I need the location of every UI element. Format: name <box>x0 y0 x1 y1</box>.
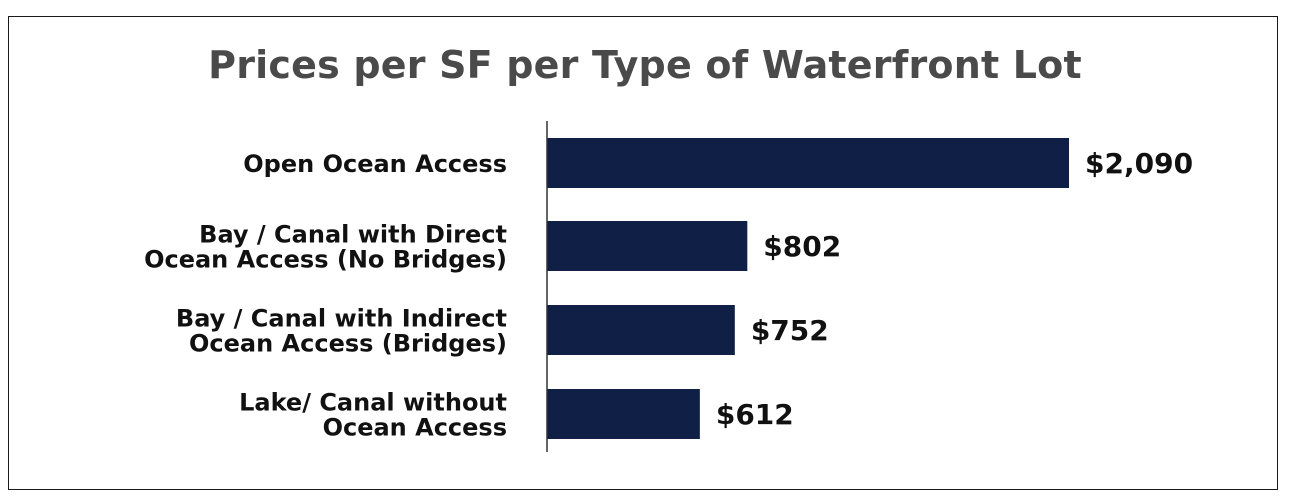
category-label-1: Bay / Canal with Direct Ocean Access (No … <box>144 221 507 274</box>
value-label-3: $612 <box>716 398 794 431</box>
value-label-0: $2,090 <box>1085 147 1193 180</box>
bar-2 <box>547 305 735 355</box>
value-label-1: $802 <box>763 230 841 263</box>
category-label-0: Open Ocean Access <box>243 150 507 178</box>
value-label-2: $752 <box>751 314 829 347</box>
bars-layer <box>547 138 1069 439</box>
category-labels: Open Ocean Access Bay / Canal with Direct… <box>144 150 507 442</box>
category-label-3-line-0: Lake/ Canal without <box>239 389 507 417</box>
category-label-0-line-0: Open Ocean Access <box>243 150 507 178</box>
category-label-2: Bay / Canal with Indirect Ocean Access (B… <box>176 305 507 358</box>
chart-title: Prices per SF per Type of Waterfront Lot <box>208 43 1082 87</box>
value-labels: $2,090 $802 $752 $612 <box>716 147 1193 431</box>
category-label-2-line-0: Bay / Canal with Indirect <box>176 305 507 333</box>
category-label-1-line-0: Bay / Canal with Direct <box>199 221 507 249</box>
category-label-2-line-1: Ocean Access (Bridges) <box>189 330 507 358</box>
bar-0 <box>547 138 1069 188</box>
category-label-3: Lake/ Canal without Ocean Access <box>239 389 507 442</box>
bar-1 <box>547 221 748 271</box>
category-label-1-line-1: Ocean Access (No Bridges) <box>144 246 507 274</box>
bar-3 <box>547 389 700 439</box>
category-label-3-line-1: Ocean Access <box>323 414 507 442</box>
